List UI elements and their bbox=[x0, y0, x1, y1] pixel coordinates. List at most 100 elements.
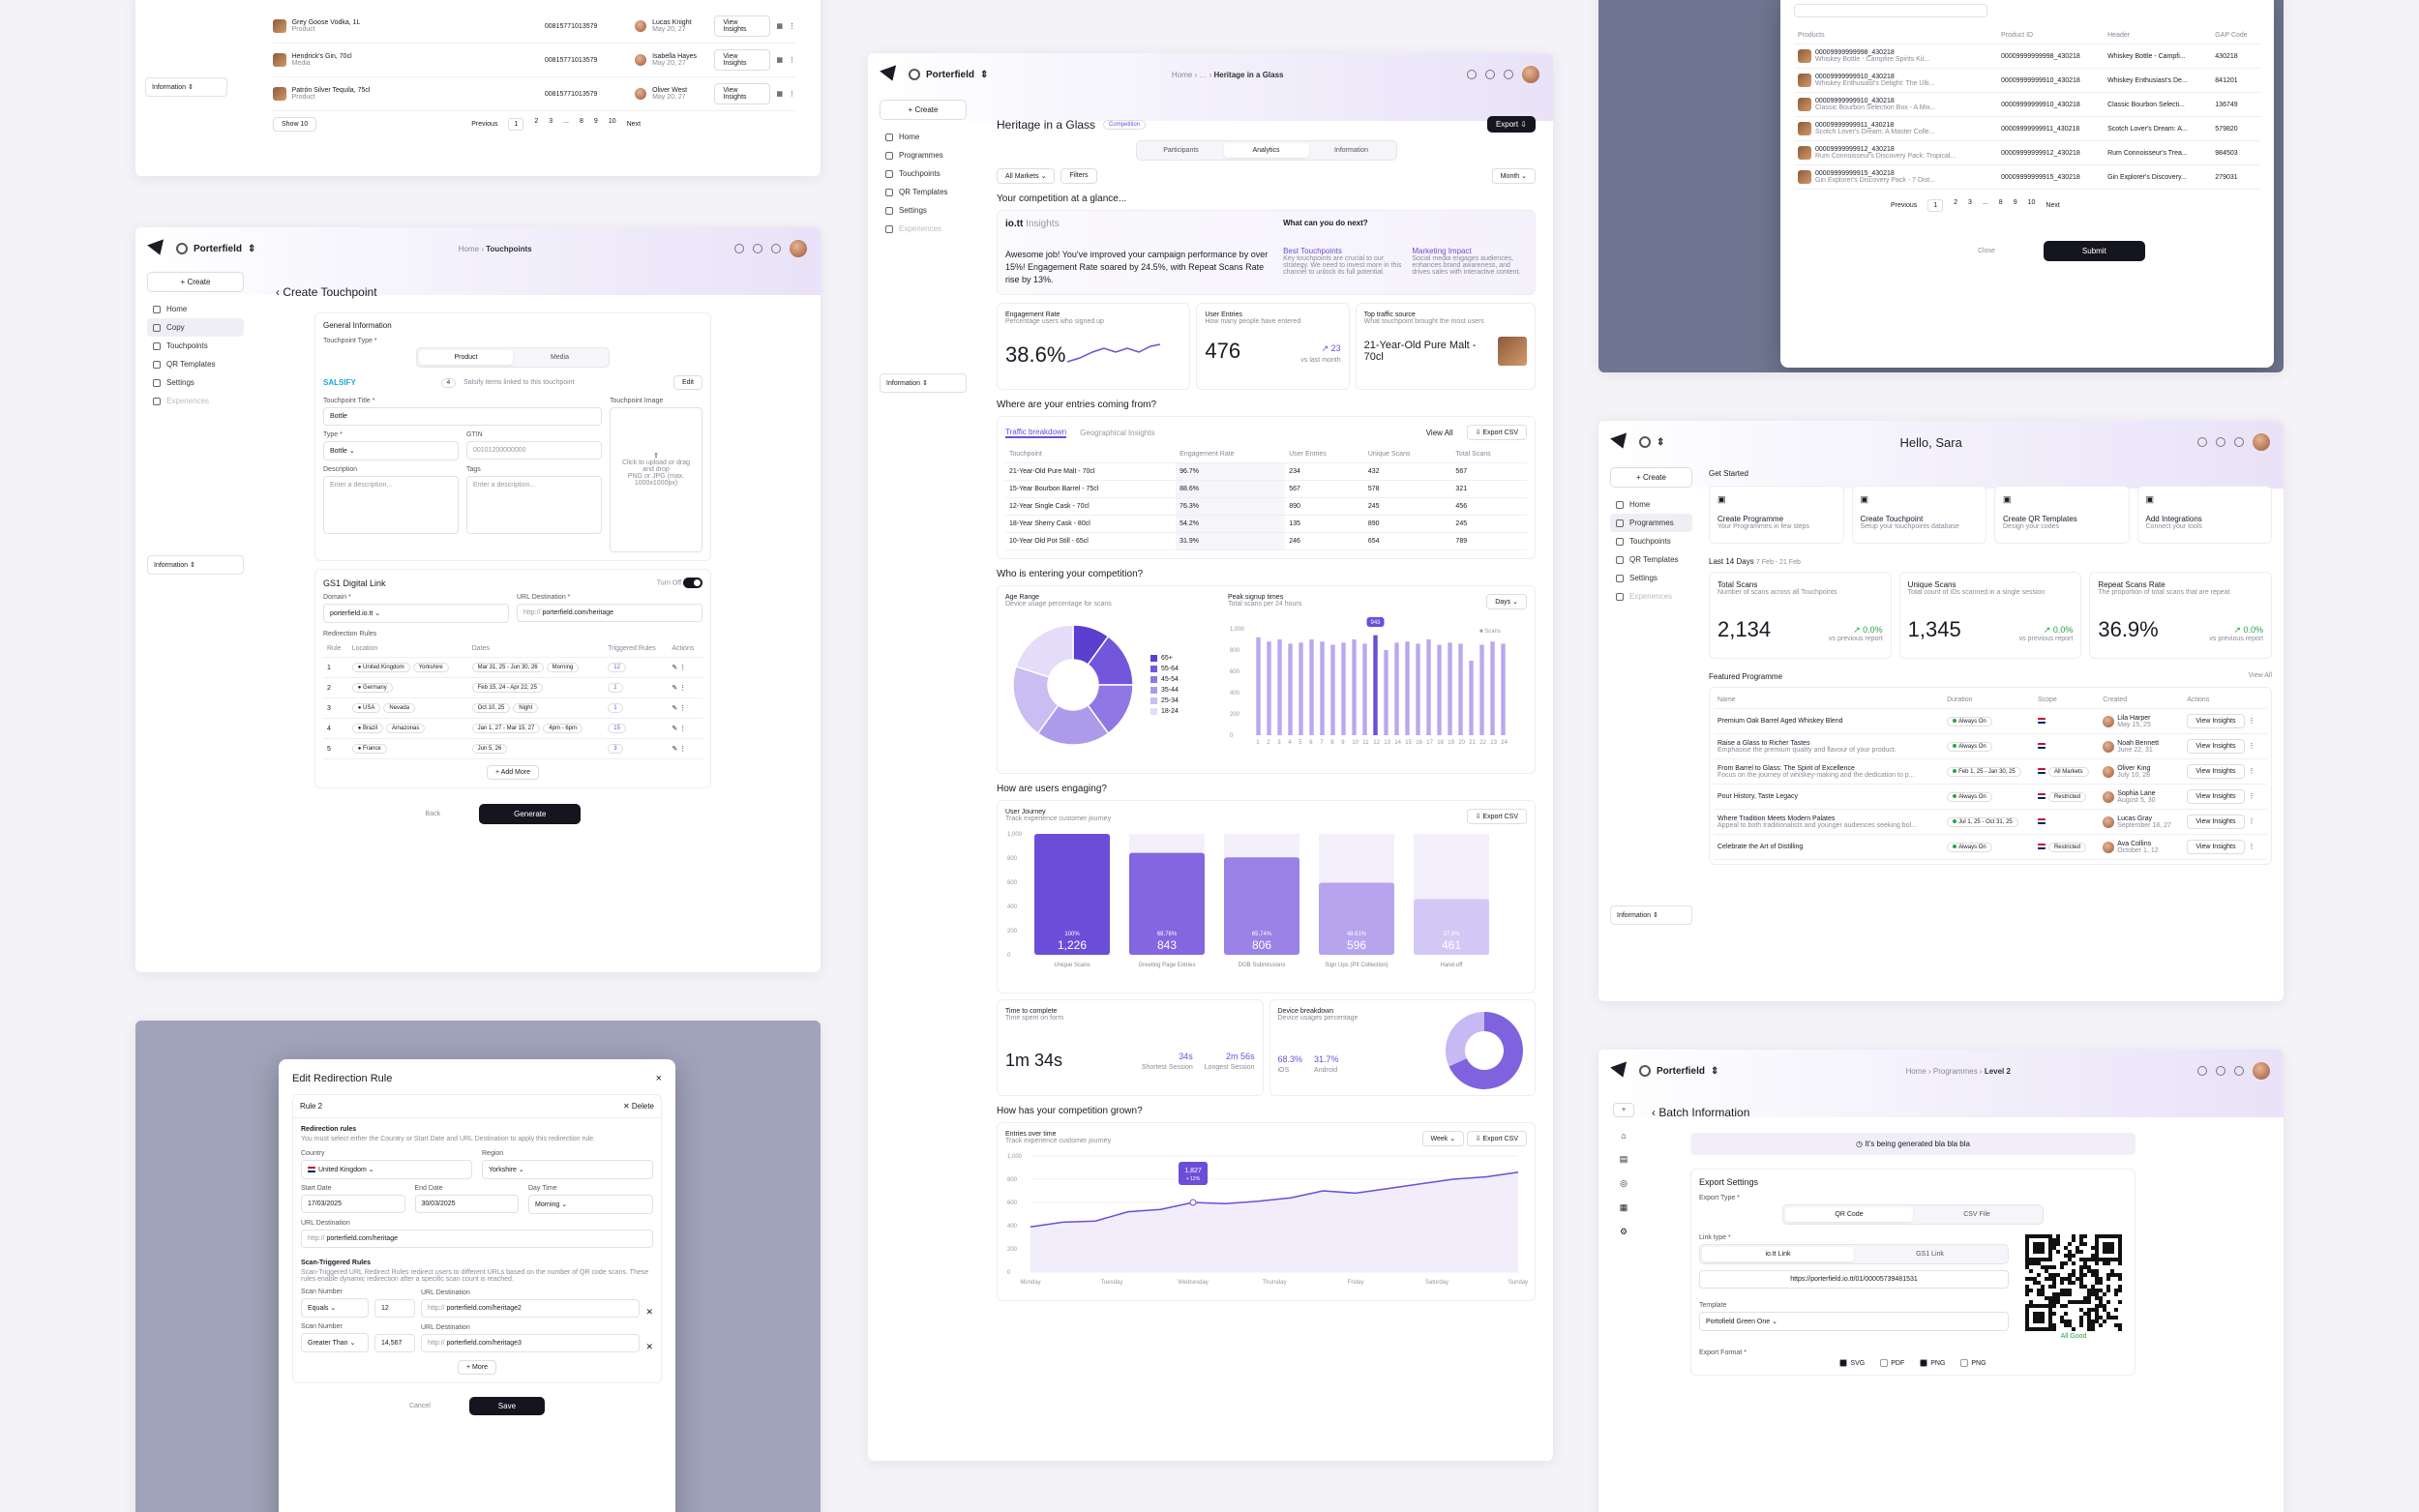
journey-bar[interactable] bbox=[1414, 899, 1489, 956]
get-started-card[interactable]: ▣ Add Integrations Connect your tools bbox=[2136, 486, 2272, 544]
add-icon[interactable]: + bbox=[1612, 1103, 1635, 1117]
view-insights-button[interactable]: View Insights bbox=[2187, 789, 2245, 804]
peak-bar[interactable] bbox=[1330, 644, 1335, 736]
journey-bar[interactable] bbox=[1129, 852, 1205, 956]
markets-select[interactable]: All Markets ⌄ bbox=[997, 168, 1056, 184]
gear-icon[interactable] bbox=[770, 244, 781, 253]
end-date[interactable]: 30/03/2025 bbox=[414, 1195, 519, 1213]
avatar[interactable] bbox=[789, 240, 807, 257]
crumb-home[interactable]: Home bbox=[1905, 1066, 1926, 1076]
brand-switcher[interactable]: Porterfield ⇕ bbox=[909, 69, 988, 80]
info-select[interactable]: Information ⇕ bbox=[1610, 905, 1692, 925]
page-10[interactable]: 10 bbox=[608, 118, 616, 125]
view-insights-button[interactable]: View Insights bbox=[2187, 764, 2245, 779]
view-insights-button[interactable]: View Insights bbox=[714, 15, 771, 37]
seg-product[interactable]: Product bbox=[419, 350, 513, 365]
more-icon[interactable]: ⋮ bbox=[2248, 718, 2255, 725]
age-slice-18-24[interactable] bbox=[1015, 624, 1074, 679]
template-select[interactable]: Portofield Green One ⌄ bbox=[1699, 1312, 2009, 1331]
tab-traffic[interactable]: Traffic breakdown bbox=[1005, 427, 1067, 438]
sidebar-item-touchpoints[interactable]: Touchpoints bbox=[1610, 532, 1692, 550]
title-input[interactable]: Bottle bbox=[323, 407, 602, 426]
view-insights-button[interactable]: View Insights bbox=[2187, 714, 2245, 728]
brand-switcher[interactable]: Porterfield ⇕ bbox=[176, 243, 255, 254]
format-option[interactable]: PNG bbox=[1920, 1359, 1945, 1367]
gtin-input[interactable]: 00101200000000 bbox=[466, 441, 602, 460]
more-icon[interactable]: ⋮ bbox=[789, 57, 795, 64]
period-select[interactable]: Month ⌄ bbox=[1491, 168, 1536, 184]
home-icon[interactable]: ⌂ bbox=[1621, 1131, 1627, 1141]
view-all-link[interactable]: View All bbox=[1425, 428, 1453, 437]
table-row[interactable]: Pour History, Taste Legacy Always On Restr… bbox=[1714, 784, 2267, 810]
seg-gs1[interactable]: GS1 Link bbox=[1916, 1251, 1944, 1258]
sidebar-item-experiences[interactable]: Experiences bbox=[147, 392, 244, 410]
edit-icon[interactable]: ✎ bbox=[672, 726, 680, 732]
info-select[interactable]: Information ⇕ bbox=[147, 555, 244, 575]
more-icon[interactable]: ⋮ bbox=[2248, 743, 2255, 750]
remove-icon[interactable]: ✕ bbox=[645, 1307, 653, 1317]
gear-icon[interactable] bbox=[1504, 70, 1513, 79]
edit-button[interactable]: Edit bbox=[672, 375, 702, 390]
checkbox[interactable] bbox=[1839, 1359, 1848, 1367]
journey-bar[interactable] bbox=[1034, 834, 1110, 956]
qr-icon[interactable]: ▦ bbox=[1619, 1202, 1628, 1212]
export-type-toggle[interactable]: QR Code CSV File bbox=[1782, 1204, 2044, 1225]
peak-bar[interactable] bbox=[1309, 639, 1314, 736]
table-row[interactable]: Celebrate the Art of Distilling Always On… bbox=[1714, 834, 2267, 860]
more-icon[interactable]: ⋮ bbox=[2248, 793, 2255, 800]
help-icon[interactable] bbox=[752, 244, 762, 253]
back-button[interactable]: Back bbox=[425, 811, 441, 817]
more-icon[interactable]: ⋮ bbox=[679, 726, 687, 732]
format-option[interactable]: SVG bbox=[1839, 1359, 1865, 1367]
sidebar-item-programmes[interactable]: Programmes bbox=[1610, 514, 1692, 532]
format-option[interactable]: PDF bbox=[1880, 1359, 1904, 1367]
page-2[interactable]: 2 bbox=[1954, 199, 1958, 206]
table-row[interactable]: 00009999999912_430218 Rum Connoisseur's D… bbox=[1794, 140, 2260, 165]
tags-input[interactable]: Enter a description... bbox=[466, 476, 602, 534]
page-8[interactable]: 8 bbox=[1998, 199, 2003, 206]
peak-bar[interactable] bbox=[1479, 644, 1484, 736]
table-row[interactable]: 12-Year Single Cask - 70cl 76.3% 890 245 456 bbox=[1005, 497, 1527, 517]
add-more-button[interactable]: + Add More bbox=[487, 765, 539, 780]
table-row[interactable]: 00009999999910_430218 Whiskey Enthusiast'… bbox=[1794, 68, 2260, 93]
programmes-icon[interactable]: ▤ bbox=[1619, 1154, 1628, 1164]
get-started-card[interactable]: ▣ Create Programme Your Programmes in few … bbox=[1709, 486, 1844, 544]
gear-icon[interactable] bbox=[2234, 1066, 2244, 1076]
more-icon[interactable]: ⋮ bbox=[2248, 844, 2255, 850]
journey-bar[interactable] bbox=[1224, 857, 1299, 956]
checkbox[interactable] bbox=[1880, 1359, 1889, 1367]
page-9[interactable]: 9 bbox=[593, 118, 598, 125]
tp-type-toggle[interactable]: Product Media bbox=[416, 347, 610, 368]
grid-icon[interactable]: ▦ bbox=[776, 23, 783, 30]
crumb-mid[interactable]: Programmes bbox=[1932, 1066, 1978, 1076]
peak-bar[interactable] bbox=[1373, 635, 1378, 736]
peak-bar[interactable] bbox=[1267, 641, 1271, 736]
table-row[interactable]: 00009999999911_430218 Scotch Lover's Drea… bbox=[1794, 116, 2260, 141]
device-slice-Android[interactable] bbox=[1446, 1012, 1484, 1067]
brand-switcher[interactable]: Porterfield ⇕ bbox=[1639, 1065, 1718, 1077]
peak-bar[interactable] bbox=[1394, 642, 1399, 736]
peak-bar[interactable] bbox=[1299, 642, 1303, 736]
checkbox[interactable] bbox=[1960, 1359, 1969, 1367]
get-started-card[interactable]: ▣ Create Touchpoint Setup your touchpoints… bbox=[1851, 486, 1986, 544]
table-row[interactable]: 00009999999915_430218 Gin Explorer's Disc… bbox=[1794, 164, 2260, 190]
sidebar-item-home[interactable]: Home bbox=[1610, 495, 1692, 514]
edit-icon[interactable]: ✎ bbox=[672, 746, 680, 753]
view-all-link[interactable]: View All bbox=[2248, 672, 2272, 679]
sidebar-item-settings[interactable]: Settings bbox=[147, 373, 244, 392]
page-2[interactable]: 2 bbox=[534, 118, 539, 125]
sidebar-item-home[interactable]: Home bbox=[147, 300, 244, 318]
week-select[interactable]: Week ⌄ bbox=[1421, 1131, 1465, 1147]
more-icon[interactable]: ⋮ bbox=[679, 685, 687, 692]
op-select[interactable]: Greater Than ⌄ bbox=[301, 1333, 369, 1352]
table-row[interactable]: 00009999999998_430218 Whiskey Bottle - Ca… bbox=[1794, 44, 2260, 69]
peak-bar[interactable] bbox=[1426, 639, 1431, 736]
table-row[interactable]: 21-Year-Old Pure Malt - 70cl 96.7% 234 432 5… bbox=[1005, 462, 1527, 482]
export-button[interactable]: Export ⇩ bbox=[1486, 116, 1536, 133]
peak-bar[interactable] bbox=[1469, 661, 1474, 736]
sidebar-item-qr-templates[interactable]: QR Templates bbox=[1610, 550, 1692, 569]
filters-button[interactable]: Filters bbox=[1060, 168, 1097, 184]
peak-bar[interactable] bbox=[1341, 642, 1346, 736]
seg-csv[interactable]: CSV File bbox=[1963, 1211, 1990, 1218]
page-10[interactable]: 10 bbox=[2027, 199, 2036, 206]
